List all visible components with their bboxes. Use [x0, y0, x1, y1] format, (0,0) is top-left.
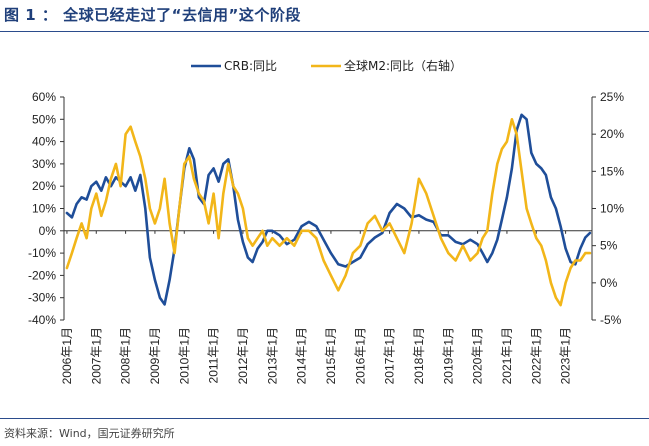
right-tick-label: 15% — [600, 164, 624, 178]
left-tick-label: 30% — [32, 157, 56, 171]
title-divider — [0, 31, 649, 32]
series-line-global-m2 — [65, 118, 592, 307]
right-tick-label: -5% — [600, 313, 622, 327]
x-tick-label: 2016年1月 — [353, 327, 367, 384]
footer-divider — [0, 418, 649, 419]
x-tick-label: 2018年1月 — [412, 327, 426, 384]
axes: -40% -30% -20% -10% 0% 10% 20% 30% 40% 50% 60% -5% 0… — [28, 90, 624, 384]
right-tick-label: 0% — [600, 276, 618, 290]
right-tick-label: 10% — [600, 202, 624, 216]
left-tick-label: 40% — [32, 135, 56, 149]
left-tick-label: 0% — [39, 224, 57, 238]
series-lines — [65, 113, 592, 307]
chart-title: 图 1 ： 全球已经走过了“去信用”这个阶段 — [4, 6, 301, 24]
legend-label-crb: CRB:同比 — [224, 59, 277, 73]
series-line-crb — [65, 113, 592, 306]
x-tick-label: 2022年1月 — [529, 327, 543, 384]
right-tick-label: 25% — [600, 90, 624, 104]
x-tick-label: 2015年1月 — [324, 327, 338, 384]
x-tick-label: 2009年1月 — [148, 327, 162, 384]
legend: CRB:同比 全球M2:同比（右轴） — [191, 58, 462, 73]
x-tick-label: 2008年1月 — [119, 327, 133, 384]
left-tick-label: 10% — [32, 202, 56, 216]
x-tick-label: 2007年1月 — [89, 327, 103, 384]
left-tick-label: -30% — [28, 291, 56, 305]
x-tick-label: 2017年1月 — [383, 327, 397, 384]
source-note: 资料来源：Wind，国元证券研究所 — [4, 427, 175, 440]
left-tick-label: -10% — [28, 246, 56, 260]
x-tick-label: 2023年1月 — [559, 327, 573, 384]
left-tick-label: 50% — [32, 112, 56, 126]
x-tick-label: 2019年1月 — [441, 327, 455, 384]
x-tick-label: 2012年1月 — [236, 327, 250, 384]
x-tick-label: 2021年1月 — [500, 327, 514, 384]
right-tick-label: 20% — [600, 127, 624, 141]
left-tick-label: 20% — [32, 179, 56, 193]
x-tick-label: 2020年1月 — [471, 327, 485, 384]
x-tick-label: 2013年1月 — [265, 327, 279, 384]
left-tick-label: -40% — [28, 313, 56, 327]
left-tick-label: 60% — [32, 90, 56, 104]
x-tick-label: 2010年1月 — [177, 327, 191, 384]
legend-label-m2: 全球M2:同比（右轴） — [344, 58, 462, 73]
left-tick-label: -20% — [28, 268, 56, 282]
x-tick-label: 2006年1月 — [60, 327, 74, 384]
x-tick-label: 2014年1月 — [295, 327, 309, 384]
x-tick-label: 2011年1月 — [207, 327, 221, 383]
right-tick-label: 5% — [600, 239, 618, 253]
